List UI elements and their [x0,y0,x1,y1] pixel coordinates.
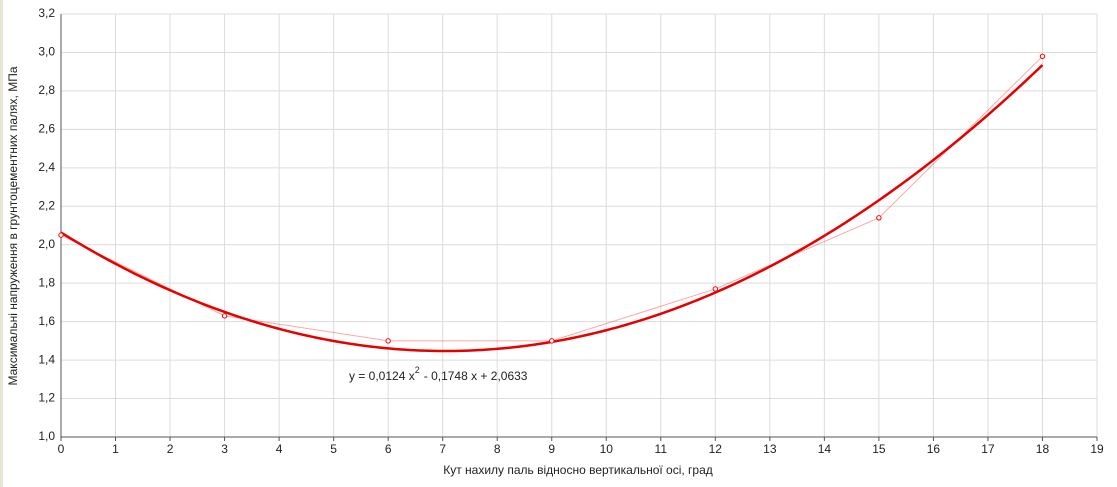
x-tick-label: 19 [1090,442,1104,456]
x-tick-label: 8 [494,442,501,456]
equation-exponent: 2 [415,365,420,375]
x-tick-label: 16 [927,442,941,456]
data-point [385,338,391,344]
x-tick-label: 17 [981,442,995,456]
data-point [549,338,555,344]
data-point [712,286,719,292]
y-tick-label: 1,4 [38,352,55,366]
trend-equation: y = 0,0124 x2 - 0,1748 x + 2,0633 [349,365,528,383]
x-tick-label: 3 [221,442,228,456]
data-point [58,232,64,238]
y-tick-label: 2,8 [38,83,55,97]
y-tick-label: 3,2 [38,6,55,20]
x-tick-label: 4 [276,442,283,456]
x-tick-label: 5 [330,442,337,456]
x-tick-label: 9 [548,442,555,456]
y-tick-label: 1,0 [38,429,55,443]
y-tick-label: 1,6 [38,314,55,328]
x-tick-label: 14 [818,442,832,456]
y-tick-label: 3,0 [38,45,55,59]
y-axis-title: Максимальні напруження в грунтоцементних… [6,66,20,385]
x-tick-label: 13 [763,442,777,456]
x-tick-label: 2 [167,442,174,456]
x-tick-label: 7 [439,442,446,456]
x-tick-label: 12 [709,442,723,456]
edge-stripe [0,0,3,487]
x-tick-label: 10 [600,442,614,456]
x-tick-label: 0 [58,442,65,456]
y-tick-label: 2,2 [38,198,55,212]
y-tick-label: 2,4 [38,160,55,174]
data-point [1039,53,1046,59]
data-point [876,215,882,221]
x-axis-title: Кут нахилу паль відносно вертикальної ос… [443,463,713,477]
equation-rest: - 0,1748 x + 2,0633 [424,369,528,383]
y-tick-label: 1,2 [38,391,55,405]
x-tick-label: 11 [655,442,668,456]
data-point [221,313,228,319]
x-tick-label: 18 [1036,442,1050,456]
y-tick-label: 1,8 [38,275,55,289]
equation-main: y = 0,0124 x [349,369,415,383]
x-tick-label: 15 [872,442,886,456]
x-tick-label: 6 [385,442,392,456]
y-tick-label: 2,6 [38,122,55,136]
x-tick-label: 1 [112,442,119,456]
y-tick-label: 2,0 [38,237,55,251]
